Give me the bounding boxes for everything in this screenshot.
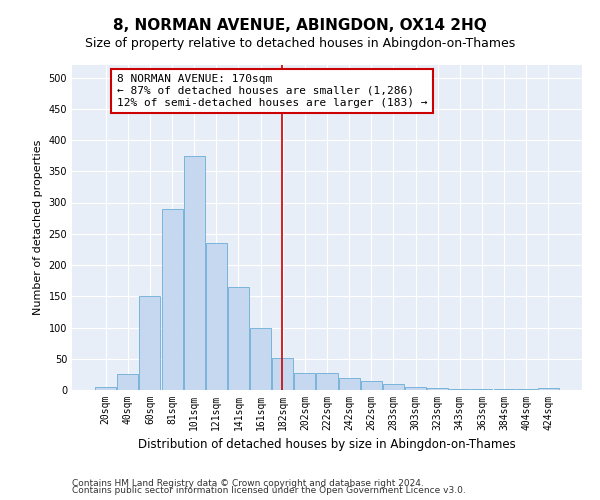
Y-axis label: Number of detached properties: Number of detached properties (33, 140, 43, 315)
Bar (383, 384, 404, 390)
Text: Contains public sector information licensed under the Open Government Licence v3: Contains public sector information licen… (72, 486, 466, 495)
Bar (316, 372, 338, 390)
Bar (295, 372, 316, 390)
Text: Size of property relative to detached houses in Abingdon-on-Thames: Size of property relative to detached ho… (85, 38, 515, 51)
Bar (250, 328, 271, 390)
Bar (538, 388, 559, 390)
Bar (361, 380, 382, 390)
Bar (228, 287, 249, 390)
Text: Contains HM Land Registry data © Crown copyright and database right 2024.: Contains HM Land Registry data © Crown c… (72, 478, 424, 488)
Bar (118, 374, 139, 390)
Bar (184, 156, 205, 390)
Bar (449, 389, 470, 390)
Bar (338, 378, 359, 390)
Bar (161, 209, 182, 390)
Text: 8, NORMAN AVENUE, ABINGDON, OX14 2HQ: 8, NORMAN AVENUE, ABINGDON, OX14 2HQ (113, 18, 487, 32)
X-axis label: Distribution of detached houses by size in Abingdon-on-Thames: Distribution of detached houses by size … (138, 438, 516, 452)
Bar (427, 388, 448, 390)
Bar (272, 358, 293, 390)
Bar (139, 296, 160, 390)
Bar (405, 387, 426, 390)
Bar (206, 243, 227, 390)
Text: 8 NORMAN AVENUE: 170sqm
← 87% of detached houses are smaller (1,286)
12% of semi: 8 NORMAN AVENUE: 170sqm ← 87% of detache… (117, 74, 427, 108)
Bar (95, 387, 116, 390)
